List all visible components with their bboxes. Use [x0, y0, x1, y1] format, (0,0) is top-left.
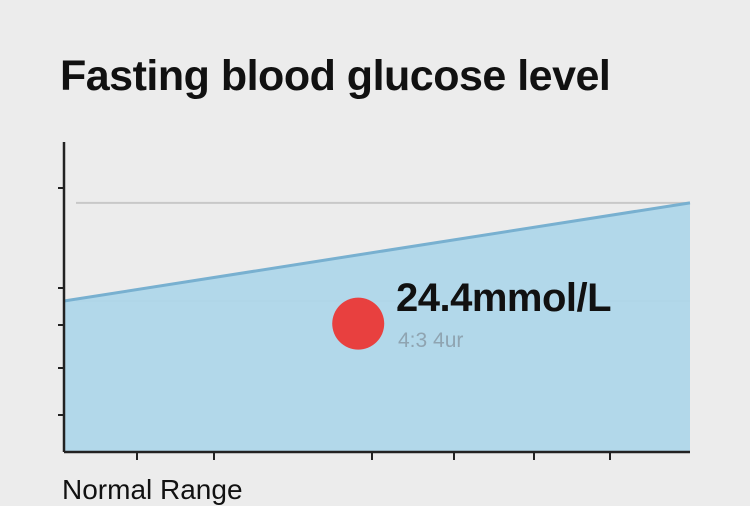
- chart-title: Fasting blood glucose level: [60, 52, 611, 100]
- reading-time-label: 4:3 4ur: [398, 329, 464, 352]
- reading-point: [332, 297, 385, 350]
- x-axis-label: Normal Range: [62, 474, 243, 505]
- glucose-reading-label: 24.4mmol/L: [396, 276, 612, 320]
- series-line: [63, 201, 691, 303]
